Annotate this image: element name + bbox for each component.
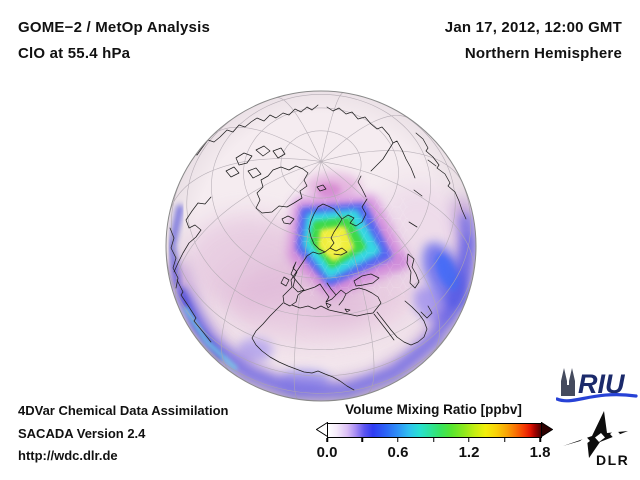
dlr-star-icon — [563, 411, 628, 458]
colorbar-label-1.2: 1.2 — [458, 444, 480, 461]
version-label: SACADA Version 2.4 — [18, 425, 146, 441]
colorbar-right-arrow-icon — [541, 422, 553, 438]
species-level-title: ClO at 55.4 hPa — [18, 45, 131, 62]
assimilation-label: 4DVar Chemical Data Assimilation — [18, 403, 229, 418]
colorbar-label-1.8: 1.8 — [529, 444, 551, 461]
url-label: http://wdc.dlr.de — [18, 448, 118, 463]
colorbar-label-0.6: 0.6 — [387, 444, 409, 461]
globe-outline — [165, 90, 477, 402]
date-label: Jan 17, 2012, 12:00 GMT — [444, 19, 622, 36]
header-right: Jan 17, 2012, 12:00 GMT Northern Hemisph… — [445, 15, 622, 67]
header-left: GOME−2 / MetOp Analysis ClO at 55.4 hPa — [18, 15, 210, 67]
hemisphere-label: Northern Hemisphere — [464, 45, 622, 62]
limb-shading — [166, 91, 476, 401]
dlr-logo: DLR — [563, 411, 629, 468]
instrument-title: GOME−2 / MetOp Analysis — [18, 19, 211, 36]
riu-cathedral-icon — [561, 368, 575, 396]
riu-wave-icon — [556, 393, 638, 403]
riu-logo: RIU — [556, 368, 638, 403]
colorbar-gradient-strip — [327, 423, 542, 438]
colorbar-title: Volume Mixing Ratio [ppbv] — [345, 402, 522, 417]
dlr-logo-text: DLR — [596, 452, 629, 468]
dlr-star-cutouts — [580, 429, 620, 446]
colorbar: Volume Mixing Ratio [ppbv] 0.0 0.6 1.2 1… — [316, 402, 556, 472]
colorbar-labels: 0.0 0.6 1.2 1.8 — [317, 444, 551, 462]
colorbar-ticks — [326, 438, 541, 443]
colorbar-label-0.0: 0.0 — [316, 444, 338, 461]
footer-left: 4DVar Chemical Data Assimilation SACADA … — [18, 400, 229, 468]
